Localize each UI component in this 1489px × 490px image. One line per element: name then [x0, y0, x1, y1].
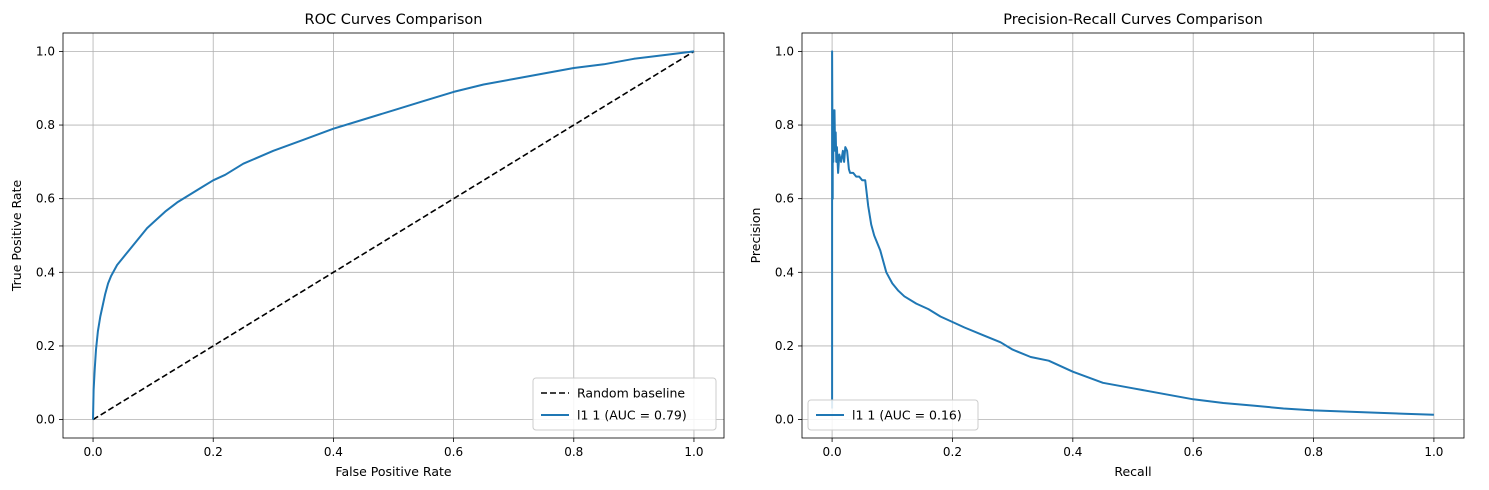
roc-x-tick-label: 0.6: [444, 445, 463, 459]
roc-legend-label: Random baseline: [577, 386, 685, 401]
pr-x-tick-label: 0.4: [1063, 445, 1082, 459]
pr-y-tick-label: 0.6: [775, 192, 794, 206]
pr-x-tick-label: 0.6: [1184, 445, 1203, 459]
pr-y-tick-label: 1.0: [775, 44, 794, 58]
roc-y-axis-label: True Positive Rate: [9, 180, 24, 293]
roc-x-tick-label: 0.4: [324, 445, 343, 459]
roc-grid: [63, 33, 724, 438]
roc-y-tick-label: 0.2: [36, 339, 55, 353]
pr-y-tick-label: 0.0: [775, 413, 794, 427]
roc-axes-frame: [62, 32, 725, 439]
pr-x-tick-label: 0.0: [823, 445, 842, 459]
roc-legend-label: l1 1 (AUC = 0.79): [577, 408, 687, 423]
pr-y-tick-label: 0.4: [775, 265, 794, 279]
roc-y-tick-label: 0.8: [36, 118, 55, 132]
pr-legend: l1 1 (AUC = 0.16): [807, 399, 979, 431]
pr-panel: Precision-Recall Curves Comparison 0.0 0.…: [748, 12, 1465, 479]
pr-series-0-line: [831, 50, 1434, 416]
pr-x-tick-label: 0.2: [943, 445, 962, 459]
roc-x-tick-label: 1.0: [684, 445, 703, 459]
pr-legend-frame: [807, 399, 979, 431]
pr-ticks: 0.0 0.2 0.4 0.6 0.8 1.0 0.0 0.2 0.4 0.6 0.8 1.0: [775, 44, 1444, 459]
roc-legend: Random baseline l1 1 (AUC = 0.79): [532, 377, 717, 431]
roc-panel: ROC Curves Comparison 0.0 0.2 0.4 0.6 0.8 1.0…: [9, 12, 725, 479]
roc-series-1-line: [92, 50, 695, 420]
roc-x-tick-label: 0.8: [564, 445, 583, 459]
roc-y-tick-label: 1.0: [36, 44, 55, 58]
pr-grid: [802, 33, 1464, 438]
roc-x-tick-label: 0.2: [204, 445, 223, 459]
pr-legend-label: l1 1 (AUC = 0.16): [852, 408, 962, 423]
pr-axes-frame: [801, 32, 1465, 439]
roc-legend-frame: [532, 377, 717, 431]
roc-x-axis-label: False Positive Rate: [335, 464, 451, 479]
roc-y-tick-label: 0.4: [36, 265, 55, 279]
pr-y-tick-label: 0.8: [775, 118, 794, 132]
roc-y-tick-label: 0.6: [36, 192, 55, 206]
pr-y-tick-label: 0.2: [775, 339, 794, 353]
roc-series-0-line: [92, 50, 695, 421]
pr-title: Precision-Recall Curves Comparison: [1003, 12, 1263, 28]
roc-series-layer: [92, 50, 695, 421]
roc-title: ROC Curves Comparison: [305, 12, 483, 28]
roc-x-tick-label: 0.0: [83, 445, 102, 459]
roc-ticks: 0.0 0.2 0.4 0.6 0.8 1.0 0.0 0.2 0.4 0.6 0.8 1.0: [36, 44, 704, 459]
roc-y-tick-label: 0.0: [36, 413, 55, 427]
pr-x-tick-label: 0.8: [1304, 445, 1323, 459]
pr-series-layer: [831, 50, 1434, 416]
pr-x-tick-label: 1.0: [1424, 445, 1443, 459]
pr-y-axis-label: Precision: [748, 208, 763, 264]
pr-x-axis-label: Recall: [1114, 464, 1151, 479]
